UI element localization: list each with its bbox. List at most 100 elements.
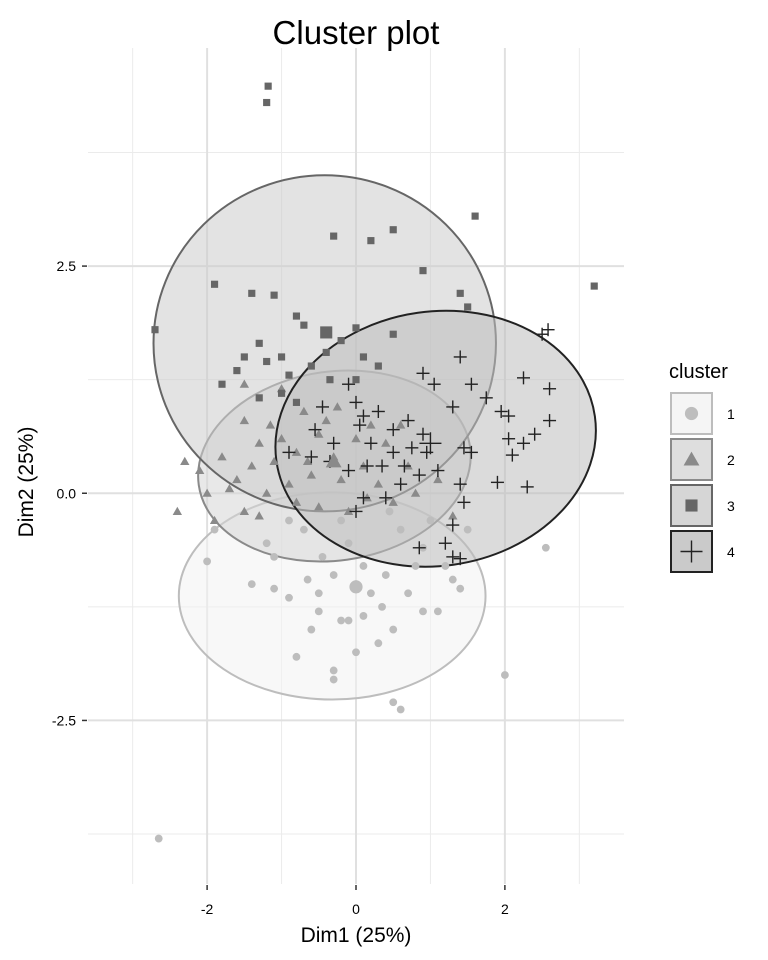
point-cluster-1	[419, 607, 427, 616]
point-cluster-4	[453, 477, 467, 491]
point-cluster-2	[373, 479, 384, 488]
point-cluster-1	[500, 671, 509, 679]
point-cluster-2	[332, 402, 343, 411]
legend-label-1: 1	[727, 406, 735, 422]
point-cluster-4	[401, 414, 415, 428]
point-cluster-1	[285, 593, 293, 602]
legend-marker-4	[680, 540, 703, 563]
point-cluster-4	[446, 550, 460, 564]
point-cluster-4	[405, 441, 419, 455]
data-points	[151, 82, 598, 843]
chart-title: Cluster plot	[273, 14, 440, 51]
point-cluster-1	[389, 625, 398, 634]
point-cluster-1	[426, 516, 435, 525]
legend-title: cluster	[669, 361, 728, 383]
point-cluster-4	[520, 480, 534, 494]
point-cluster-2	[261, 488, 272, 497]
point-cluster-2	[321, 415, 331, 425]
legend-item-1: 1	[670, 392, 735, 435]
point-cluster-4	[464, 377, 478, 391]
point-cluster-1	[385, 507, 394, 516]
point-cluster-3	[277, 389, 286, 397]
point-cluster-4	[282, 445, 296, 459]
point-cluster-4	[494, 404, 508, 418]
x-tick-label: 2	[501, 901, 509, 917]
center-cluster-3	[320, 326, 333, 339]
point-cluster-4	[479, 391, 493, 405]
point-cluster-4	[386, 423, 400, 437]
point-cluster-2	[254, 511, 264, 520]
point-cluster-1	[329, 675, 338, 684]
point-cluster-2	[433, 474, 443, 484]
point-cluster-3	[456, 289, 464, 297]
point-cluster-2	[194, 465, 205, 475]
point-cluster-2	[388, 497, 398, 506]
point-cluster-3	[255, 339, 263, 347]
point-cluster-2	[314, 429, 324, 438]
point-cluster-3	[210, 280, 219, 288]
point-cluster-1	[456, 584, 465, 593]
point-cluster-4	[360, 459, 374, 473]
point-cluster-4	[371, 404, 385, 418]
legend: cluster 1 2 3 4	[669, 361, 735, 573]
point-cluster-4	[446, 400, 460, 414]
point-cluster-1	[307, 625, 316, 634]
point-cluster-2	[291, 447, 302, 456]
cluster-centers	[320, 326, 442, 594]
point-cluster-3	[326, 376, 334, 384]
point-cluster-4	[505, 448, 519, 462]
point-cluster-2	[291, 497, 302, 506]
point-cluster-2	[172, 506, 183, 515]
legend-key-2	[670, 438, 713, 481]
legend-label-4: 4	[727, 544, 735, 560]
point-cluster-3	[292, 398, 301, 406]
point-cluster-3	[264, 82, 272, 90]
y-tick-label: 2.5	[57, 258, 77, 274]
point-cluster-4	[412, 541, 426, 555]
legend-items: 1 2 3 4	[670, 392, 735, 573]
legend-marker-1	[684, 406, 699, 421]
point-cluster-3	[374, 362, 382, 370]
point-cluster-3	[337, 337, 345, 345]
legend-item-4: 4	[670, 530, 735, 573]
point-cluster-4	[543, 414, 557, 428]
point-cluster-2	[302, 456, 313, 465]
point-cluster-2	[269, 456, 279, 465]
point-cluster-2	[336, 474, 346, 484]
point-cluster-4	[349, 395, 363, 409]
point-cluster-4	[457, 495, 471, 509]
point-cluster-4	[379, 491, 393, 505]
point-cluster-1	[303, 575, 312, 584]
point-cluster-2	[395, 420, 406, 429]
point-cluster-4	[416, 366, 430, 380]
point-cluster-1	[292, 652, 301, 661]
x-tick-label: -2	[201, 901, 214, 917]
point-cluster-1	[541, 543, 550, 552]
center-cluster-4	[419, 432, 442, 455]
point-cluster-1	[337, 516, 346, 525]
point-cluster-3	[151, 326, 159, 334]
point-cluster-3	[277, 353, 286, 361]
point-cluster-1	[396, 525, 405, 534]
point-cluster-4	[342, 377, 356, 391]
point-cluster-3	[218, 380, 226, 388]
point-cluster-1	[154, 834, 163, 843]
point-cluster-3	[285, 371, 293, 379]
point-cluster-1	[378, 602, 386, 611]
point-cluster-1	[389, 698, 398, 707]
point-cluster-3	[464, 303, 472, 311]
point-cluster-4	[349, 504, 363, 518]
point-cluster-3	[263, 357, 271, 366]
point-cluster-3	[352, 324, 360, 332]
point-cluster-2	[448, 511, 458, 520]
point-cluster-1	[359, 612, 368, 620]
point-cluster-4	[541, 323, 555, 337]
point-cluster-4	[386, 445, 400, 459]
point-cluster-3	[359, 353, 368, 361]
point-cluster-3	[248, 289, 256, 297]
point-cluster-1	[411, 562, 420, 570]
point-cluster-1	[203, 557, 212, 566]
x-axis-title: Dim1 (25%)	[301, 924, 412, 947]
point-cluster-3	[240, 353, 248, 361]
